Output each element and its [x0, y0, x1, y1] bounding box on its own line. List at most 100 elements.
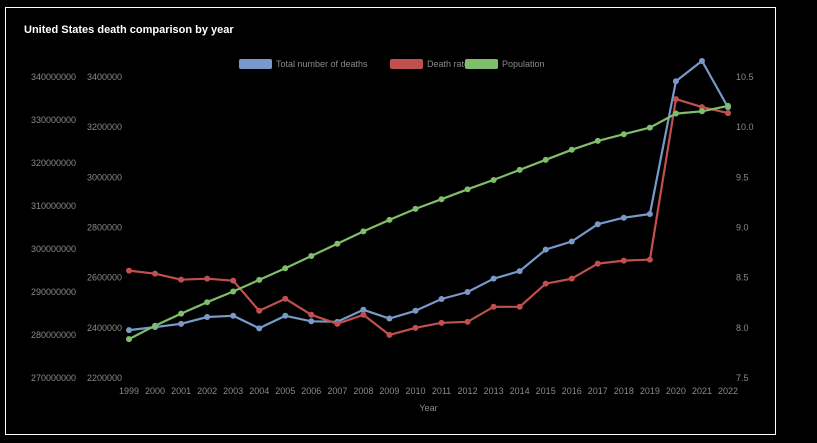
legend-label: Death rate — [427, 59, 469, 69]
x-axis-tick: 2015 — [536, 386, 556, 396]
rate-axis-tick: 8.5 — [736, 273, 749, 283]
x-axis-tick: 2018 — [614, 386, 634, 396]
data-point — [204, 314, 211, 321]
data-point — [334, 320, 341, 327]
data-point — [282, 265, 289, 272]
legend-label: Population — [502, 59, 545, 69]
population-axis-tick: 290000000 — [31, 287, 76, 297]
data-point — [672, 78, 679, 85]
data-point — [490, 176, 497, 183]
data-point — [568, 275, 575, 282]
x-axis-tick: 2005 — [275, 386, 295, 396]
legend-label: Total number of deaths — [276, 59, 368, 69]
deaths-axis-tick: 2200000 — [87, 373, 122, 383]
data-point — [438, 319, 445, 326]
data-point — [126, 327, 132, 334]
data-point — [126, 336, 132, 343]
deaths-axis-tick: 2400000 — [87, 323, 122, 333]
data-point — [464, 288, 471, 295]
data-point — [308, 252, 315, 259]
population-axis-tick: 340000000 — [31, 72, 76, 82]
chart-title: United States death comparison by year — [24, 24, 234, 36]
data-point — [360, 311, 367, 318]
data-point — [360, 306, 367, 313]
data-point — [178, 276, 185, 283]
series-line-1 — [128, 97, 729, 336]
data-point — [646, 210, 653, 217]
data-point — [282, 312, 289, 319]
legend-swatch — [465, 59, 498, 69]
data-point — [698, 108, 705, 115]
deaths-axis-tick: 2600000 — [87, 273, 122, 283]
rate-axis-tick: 9.0 — [736, 223, 749, 233]
data-point — [542, 280, 549, 287]
data-point — [308, 311, 315, 318]
deaths-axis-tick: 3400000 — [87, 72, 122, 82]
data-point — [490, 275, 497, 282]
data-point — [152, 270, 159, 277]
x-axis-tick: 2003 — [223, 386, 243, 396]
x-axis-tick: 2004 — [249, 386, 269, 396]
data-point — [412, 205, 419, 212]
x-axis-tick: 2002 — [197, 386, 217, 396]
population-axis-tick: 310000000 — [31, 201, 76, 211]
legend-swatch — [239, 59, 272, 69]
data-point — [386, 331, 393, 338]
deaths-axis-tick: 2800000 — [87, 223, 122, 233]
population-axis-tick: 270000000 — [31, 373, 76, 383]
data-point — [594, 137, 601, 144]
data-point — [386, 315, 393, 322]
x-axis-tick: 1999 — [119, 386, 139, 396]
deaths-axis-tick: 3000000 — [87, 172, 122, 182]
data-point — [620, 131, 627, 138]
data-point — [490, 303, 497, 310]
x-axis-tick: 2022 — [718, 386, 738, 396]
data-point — [230, 277, 237, 284]
x-axis-title: Year — [419, 403, 437, 413]
data-point — [412, 307, 419, 314]
data-point — [698, 57, 705, 64]
data-point — [672, 110, 679, 117]
data-point — [178, 320, 185, 327]
series-line-0 — [128, 59, 729, 332]
series-line-2 — [128, 104, 729, 341]
x-axis-tick: 2007 — [327, 386, 347, 396]
x-axis-tick: 2001 — [171, 386, 191, 396]
data-point — [725, 110, 731, 117]
x-axis-tick: 2019 — [640, 386, 660, 396]
data-point — [308, 318, 315, 325]
data-point — [464, 318, 471, 325]
data-point — [438, 295, 445, 302]
data-point — [568, 238, 575, 245]
rate-axis-tick: 9.5 — [736, 172, 749, 182]
data-point — [360, 228, 367, 235]
data-point — [152, 322, 159, 329]
x-axis-tick: 2000 — [145, 386, 165, 396]
data-point — [386, 216, 393, 223]
data-point — [594, 221, 601, 228]
data-point — [282, 295, 289, 302]
data-point — [620, 257, 627, 264]
data-point — [334, 240, 341, 247]
data-point — [542, 246, 549, 253]
x-axis-tick: 2017 — [588, 386, 608, 396]
x-axis-tick: 2013 — [484, 386, 504, 396]
x-axis-tick: 2021 — [692, 386, 712, 396]
data-point — [698, 104, 705, 111]
rate-axis-tick: 7.5 — [736, 373, 749, 383]
data-point — [204, 275, 211, 282]
data-point — [464, 186, 471, 193]
data-point — [516, 303, 523, 310]
x-axis-tick: 2011 — [432, 386, 451, 396]
legend-swatch — [390, 59, 423, 69]
population-axis-tick: 300000000 — [31, 244, 76, 254]
x-axis-tick: 2020 — [666, 386, 686, 396]
data-point — [620, 214, 627, 221]
x-axis-tick: 2012 — [458, 386, 478, 396]
data-point — [646, 256, 653, 263]
x-axis-tick: 2014 — [510, 386, 530, 396]
population-axis-tick: 330000000 — [31, 115, 76, 125]
rate-axis-tick: 8.0 — [736, 323, 749, 333]
x-axis-tick: 2009 — [379, 386, 399, 396]
